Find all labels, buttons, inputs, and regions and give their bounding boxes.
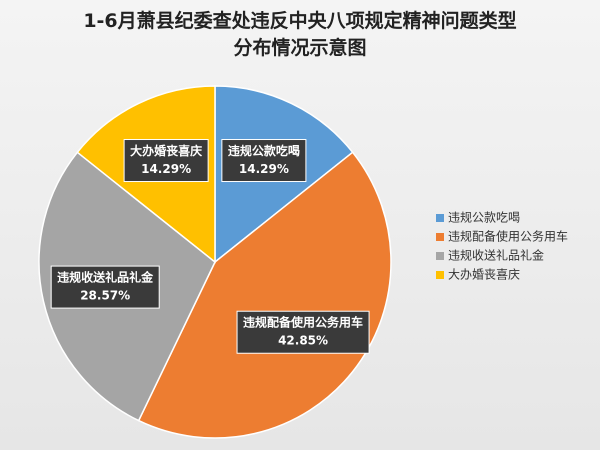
legend-swatch — [436, 233, 444, 241]
legend-label: 违规公款吃喝 — [448, 210, 520, 225]
data-label-value: 14.29% — [239, 162, 289, 176]
chart-title: 1-6月萧县纪委查处违反中央八项规定精神问题类型分布情况示意图 — [83, 10, 517, 59]
data-label-box — [50, 265, 160, 309]
data-label-box — [221, 139, 307, 183]
data-label: 违规收送礼品礼金 28.57% — [50, 265, 160, 309]
data-label-box — [123, 139, 209, 183]
legend-label: 违规配备使用公务用车 — [448, 229, 568, 244]
legend-label: 大办婚丧喜庆 — [448, 267, 520, 282]
legend-swatch — [436, 214, 444, 222]
data-label-name: 违规公款吃喝 — [228, 143, 300, 158]
data-label-name: 大办婚丧喜庆 — [130, 143, 202, 158]
data-label-value: 42.85% — [278, 334, 328, 348]
data-label-value: 28.57% — [80, 289, 130, 303]
data-label-name: 违规配备使用公务用车 — [243, 315, 363, 330]
legend-swatch — [436, 252, 444, 260]
data-label-box — [236, 310, 370, 354]
data-label-value: 14.29% — [141, 162, 191, 176]
legend-swatch — [436, 271, 444, 279]
data-label: 违规公款吃喝 14.29% — [221, 139, 307, 183]
data-label-name: 违规收送礼品礼金 — [57, 270, 154, 285]
data-label: 大办婚丧喜庆 14.29% — [123, 139, 209, 183]
data-label: 违规配备使用公务用车 42.85% — [236, 310, 370, 354]
legend-label: 违规收送礼品礼金 — [448, 248, 544, 263]
pie-slice — [137, 151, 392, 439]
